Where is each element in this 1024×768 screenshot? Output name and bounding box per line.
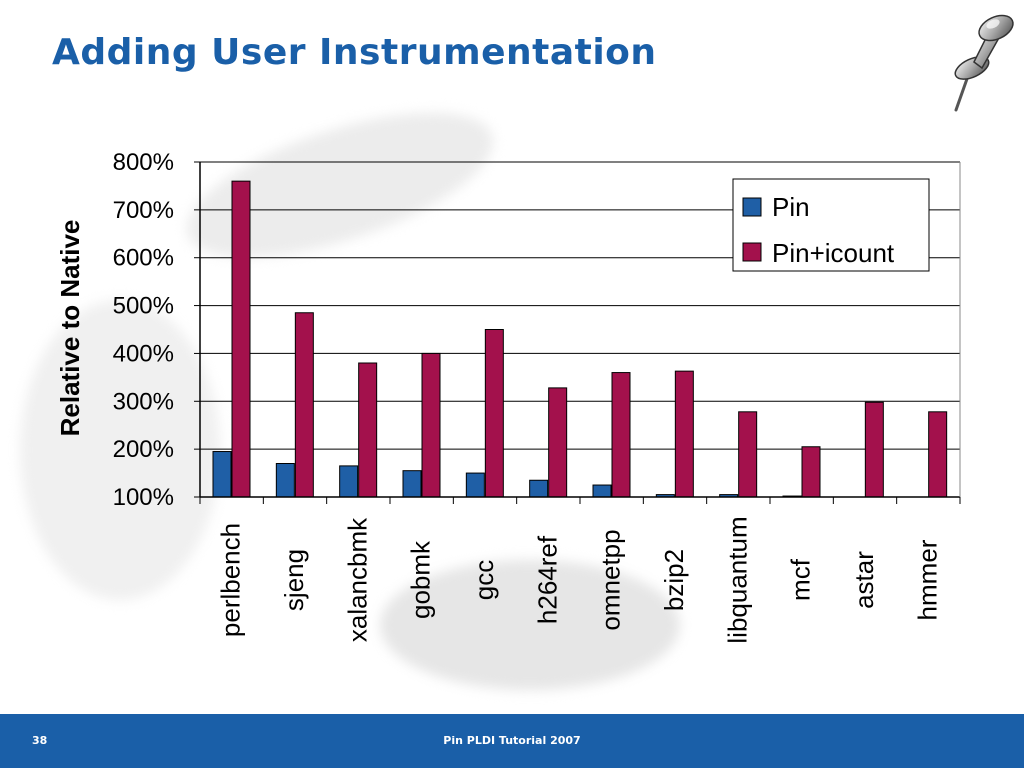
slide-title: Adding User Instrumentation bbox=[52, 32, 657, 73]
x-tick-label: hmmer bbox=[912, 539, 942, 620]
bar-pin bbox=[275, 463, 295, 498]
x-tick-label: perlbench bbox=[216, 523, 246, 637]
footer-bar: 38 Pin PLDI Tutorial 2007 bbox=[0, 714, 1024, 768]
page-number: 38 bbox=[32, 734, 48, 747]
y-tick-label: 600% bbox=[113, 245, 174, 272]
y-axis-label: Relative to Native bbox=[55, 220, 85, 437]
x-tick-label: mcf bbox=[786, 558, 816, 601]
bar-pin-icount bbox=[294, 312, 314, 498]
legend-label-pin-icount: Pin+icount bbox=[772, 238, 895, 268]
bar-pin bbox=[465, 472, 485, 498]
legend-box bbox=[732, 178, 930, 272]
legend-swatch-pin bbox=[742, 197, 762, 217]
bar-pin-icount bbox=[864, 401, 884, 498]
bar-pin bbox=[212, 451, 232, 498]
background-decoration bbox=[380, 560, 680, 690]
x-tick-label: h264ref bbox=[532, 535, 562, 624]
pushpin-icon bbox=[954, 14, 1014, 112]
x-tick-label: omnetpp bbox=[596, 529, 626, 630]
bar-pin-icount bbox=[484, 329, 504, 498]
legend: Pin Pin+icount bbox=[732, 178, 930, 272]
bar-pin-icount bbox=[358, 362, 378, 498]
x-tick-label: libquantum bbox=[722, 516, 752, 643]
x-tick-label: sjeng bbox=[279, 549, 309, 611]
x-tick-label: gobmk bbox=[406, 540, 436, 619]
x-tick-label: bzip2 bbox=[659, 549, 689, 611]
bar-pin bbox=[529, 479, 549, 498]
y-tick-label: 100% bbox=[113, 484, 174, 511]
bar-pin bbox=[592, 484, 612, 498]
y-tick-label: 700% bbox=[113, 197, 174, 224]
bar-pin-icount bbox=[548, 387, 568, 498]
background-decoration bbox=[20, 300, 220, 600]
bar-pin-icount bbox=[231, 180, 251, 498]
x-tick-label: astar bbox=[849, 551, 879, 609]
legend-swatch-pin-icount bbox=[742, 242, 762, 262]
y-tick-label: 400% bbox=[113, 340, 174, 367]
x-tick-label: gcc bbox=[469, 560, 499, 600]
y-tick-label: 200% bbox=[113, 436, 174, 463]
bar-pin-icount bbox=[421, 352, 441, 498]
x-tick-label: xalancbmk bbox=[342, 517, 372, 642]
bar-pin-icount bbox=[928, 411, 948, 498]
y-tick-label: 300% bbox=[113, 388, 174, 415]
bar-pin bbox=[402, 470, 422, 498]
bar-pin-icount bbox=[611, 372, 631, 498]
footer-text: Pin PLDI Tutorial 2007 bbox=[443, 734, 581, 747]
legend-label-pin: Pin bbox=[772, 192, 810, 222]
bar-pin bbox=[339, 465, 359, 498]
bar-pin-icount bbox=[738, 411, 758, 498]
benchmark-bar-chart: Relative to Native 100% 200% 300% 400% 500% 6… bbox=[55, 149, 961, 644]
y-tick-label: 500% bbox=[113, 293, 174, 320]
bar-pin-icount bbox=[674, 370, 694, 498]
y-tick-label: 800% bbox=[113, 149, 174, 176]
bar-pin-icount bbox=[801, 446, 821, 498]
